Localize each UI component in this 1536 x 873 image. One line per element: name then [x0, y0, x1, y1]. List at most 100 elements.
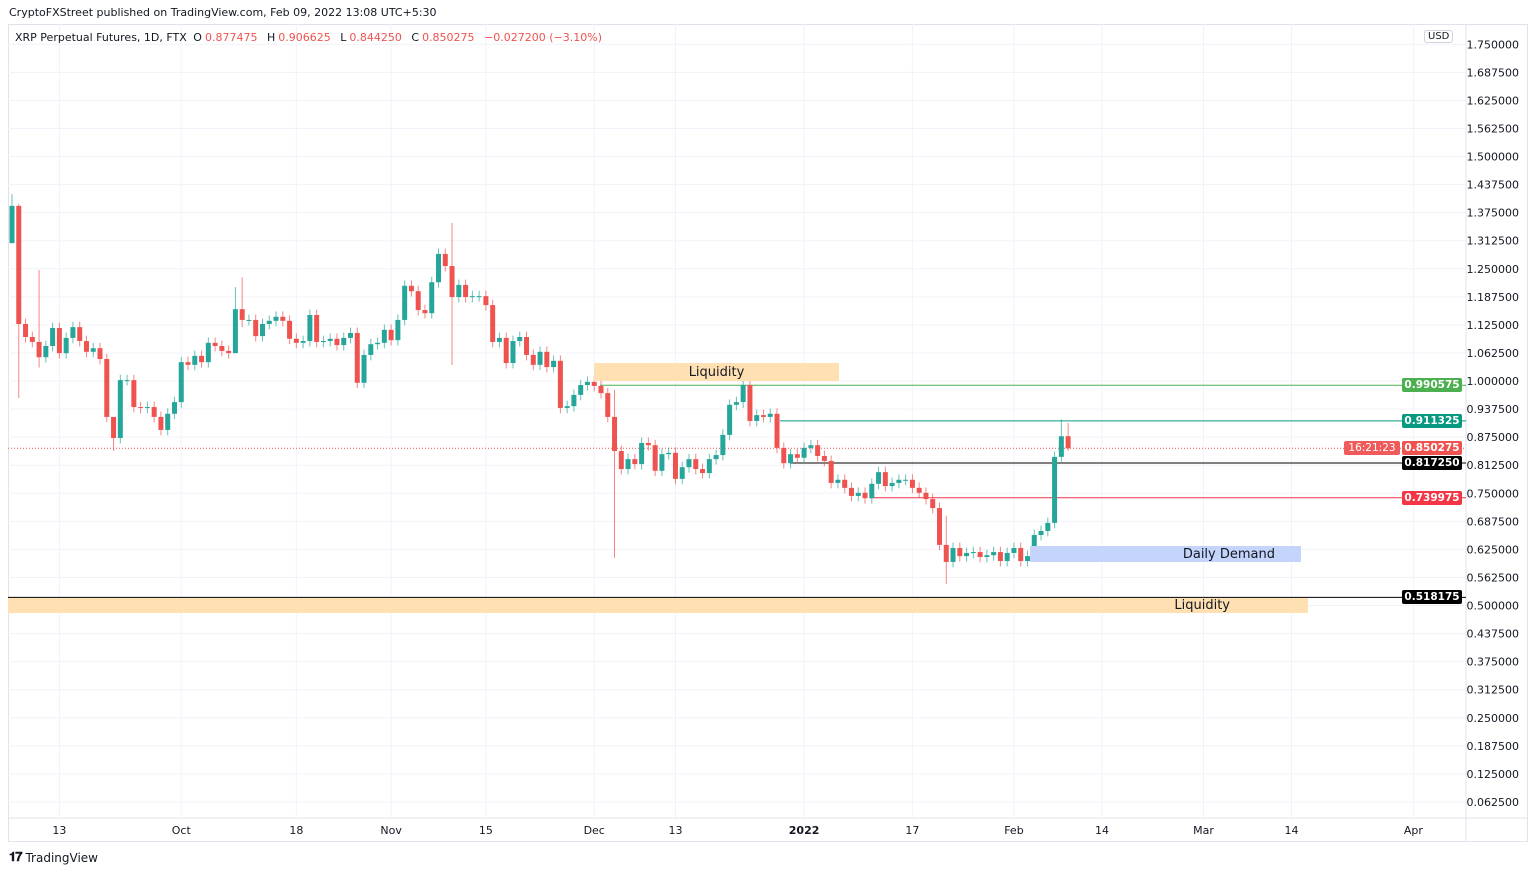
- x-tick-label: Apr: [1404, 824, 1424, 837]
- candle-bullish: [964, 552, 970, 557]
- candle-bullish: [706, 459, 712, 474]
- candle-bearish: [77, 327, 83, 342]
- candle-bullish: [788, 454, 794, 464]
- high-value: 0.906625: [278, 31, 331, 44]
- currency-button[interactable]: USD: [1424, 30, 1454, 43]
- candle-bullish: [307, 314, 313, 342]
- x-tick-label: Oct: [172, 824, 192, 837]
- x-tick-label: 13: [668, 824, 682, 837]
- candle-bearish: [700, 469, 706, 474]
- candle-bullish: [1031, 535, 1037, 557]
- candle-bullish: [537, 351, 543, 365]
- candle-bullish: [808, 445, 814, 448]
- y-tick-label: 0.125000: [1467, 768, 1520, 781]
- candle-bullish: [903, 479, 909, 481]
- candle-bullish: [1052, 456, 1058, 523]
- candle-bearish: [97, 348, 103, 359]
- candle-bearish: [239, 309, 245, 320]
- x-tick-label: Feb: [1004, 824, 1023, 837]
- candle-bullish: [348, 332, 353, 338]
- candle-bullish: [571, 394, 577, 407]
- candle-bearish: [253, 319, 259, 337]
- x-tick-label: Dec: [584, 824, 605, 837]
- zone-label: Liquidity: [1174, 598, 1230, 613]
- x-tick-label: Mar: [1193, 824, 1214, 837]
- candle-bullish: [124, 380, 130, 382]
- candle-bullish: [666, 452, 672, 455]
- open-label: O: [193, 31, 202, 44]
- candle-bullish: [1038, 530, 1044, 536]
- candle-bullish: [165, 413, 171, 430]
- x-tick-label: 2022: [789, 824, 820, 837]
- candle-bullish: [300, 341, 306, 343]
- y-tick-label: 0.625000: [1467, 543, 1520, 556]
- candle-bearish: [693, 459, 699, 470]
- candle-bullish: [564, 406, 570, 408]
- candle-bullish: [90, 348, 96, 352]
- candle-bullish: [510, 341, 516, 364]
- zone-label: Daily Demand: [1182, 546, 1275, 562]
- candle-bullish: [950, 548, 956, 562]
- candle-bullish: [767, 413, 773, 417]
- candle-bearish: [882, 472, 888, 487]
- candle-bullish: [889, 482, 895, 487]
- candle-bearish: [605, 393, 611, 417]
- candle-bearish: [591, 381, 597, 386]
- candle-bearish: [977, 552, 983, 558]
- x-tick-label: 15: [479, 824, 493, 837]
- candle-bearish: [314, 314, 320, 342]
- footer-brand[interactable]: 𝟏𝟕 TradingView: [9, 850, 98, 865]
- candle-bearish: [415, 291, 421, 311]
- candle-bullish: [469, 296, 475, 298]
- y-tick-label: 0.250000: [1467, 712, 1520, 725]
- brand-name: TradingView: [25, 850, 98, 865]
- candle-bullish: [876, 472, 882, 484]
- candle-bullish: [327, 338, 333, 342]
- y-tick-label: 1.375000: [1467, 207, 1520, 220]
- published-by-text: CryptoFXStreet published on TradingView.…: [9, 6, 437, 19]
- candle-bearish: [104, 358, 110, 417]
- high-label: H: [266, 31, 276, 44]
- y-tick-label: 0.687500: [1467, 515, 1520, 528]
- candle-bearish: [842, 479, 848, 488]
- y-tick-label: 1.625000: [1467, 94, 1520, 107]
- candle-bullish: [869, 483, 875, 499]
- candle-bullish: [584, 381, 590, 386]
- candle-bullish: [686, 459, 692, 468]
- candle-bullish: [679, 467, 685, 479]
- candle-bullish: [232, 309, 238, 354]
- candle-bullish: [713, 455, 719, 460]
- candle-bullish: [9, 205, 15, 244]
- candle-bullish: [551, 360, 557, 368]
- candle-bearish: [943, 544, 949, 562]
- candle-bullish: [381, 329, 387, 343]
- candle-bearish: [16, 205, 22, 324]
- candle-bullish: [1004, 552, 1010, 562]
- candle-bullish: [178, 362, 184, 403]
- symbol-title[interactable]: XRP Perpetual Futures, 1D, FTX: [15, 31, 187, 44]
- candle-bullish: [320, 341, 326, 343]
- candle-bullish: [43, 345, 49, 358]
- countdown-timer: 16:21:23: [1344, 441, 1400, 456]
- candle-bearish: [354, 332, 360, 383]
- candle-bullish: [395, 319, 401, 341]
- candle-bullish: [192, 355, 198, 365]
- daily-demand-zone[interactable]: Daily Demand: [1030, 546, 1301, 562]
- y-tick-label: 0.562500: [1467, 571, 1520, 584]
- price-level-label: 0.850275: [1402, 441, 1462, 456]
- candle-bullish: [368, 344, 374, 355]
- y-tick-label: 0.937500: [1467, 403, 1520, 416]
- candle-bullish: [659, 454, 665, 471]
- y-tick-label: 1.750000: [1467, 38, 1520, 51]
- candle-bullish: [341, 337, 347, 346]
- y-tick-label: 0.375000: [1467, 656, 1520, 669]
- candle-bearish: [747, 385, 753, 421]
- candle-bullish: [259, 323, 265, 337]
- candle-bearish: [111, 416, 117, 439]
- liquidity-zone-bottom[interactable]: Liquidity: [8, 598, 1308, 613]
- candle-bearish: [56, 328, 62, 354]
- low-value: 0.844250: [349, 31, 402, 44]
- low-label: L: [340, 31, 347, 44]
- liquidity-zone-top[interactable]: Liquidity: [594, 363, 839, 381]
